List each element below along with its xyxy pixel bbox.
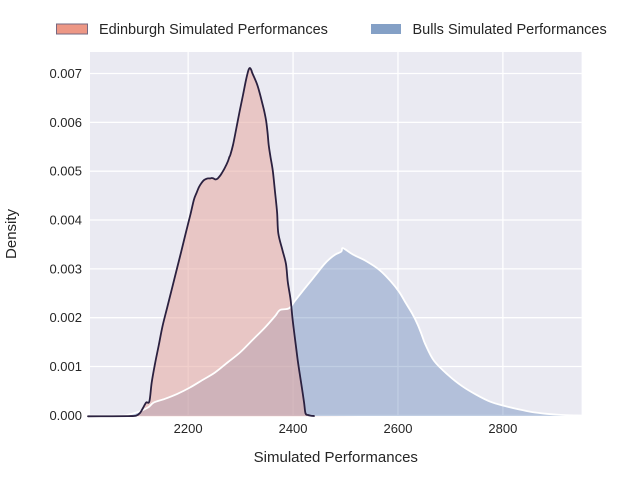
svg-text:Density: Density bbox=[3, 208, 20, 259]
svg-text:0.003: 0.003 bbox=[49, 261, 82, 276]
svg-text:Bulls Simulated Performances: Bulls Simulated Performances bbox=[413, 22, 607, 38]
svg-text:0.002: 0.002 bbox=[49, 310, 82, 325]
svg-text:0.007: 0.007 bbox=[49, 66, 82, 81]
svg-text:Edinburgh Simulated Performanc: Edinburgh Simulated Performances bbox=[99, 22, 328, 38]
svg-text:0.005: 0.005 bbox=[49, 164, 82, 179]
svg-text:2200: 2200 bbox=[174, 421, 203, 436]
svg-text:2400: 2400 bbox=[279, 421, 308, 436]
svg-text:0.001: 0.001 bbox=[49, 359, 82, 374]
svg-text:0.006: 0.006 bbox=[49, 115, 82, 130]
svg-text:2600: 2600 bbox=[384, 421, 413, 436]
svg-text:0.000: 0.000 bbox=[49, 408, 82, 423]
svg-text:0.004: 0.004 bbox=[49, 213, 82, 228]
svg-text:2800: 2800 bbox=[488, 421, 517, 436]
svg-text:Simulated Performances: Simulated Performances bbox=[254, 449, 418, 466]
